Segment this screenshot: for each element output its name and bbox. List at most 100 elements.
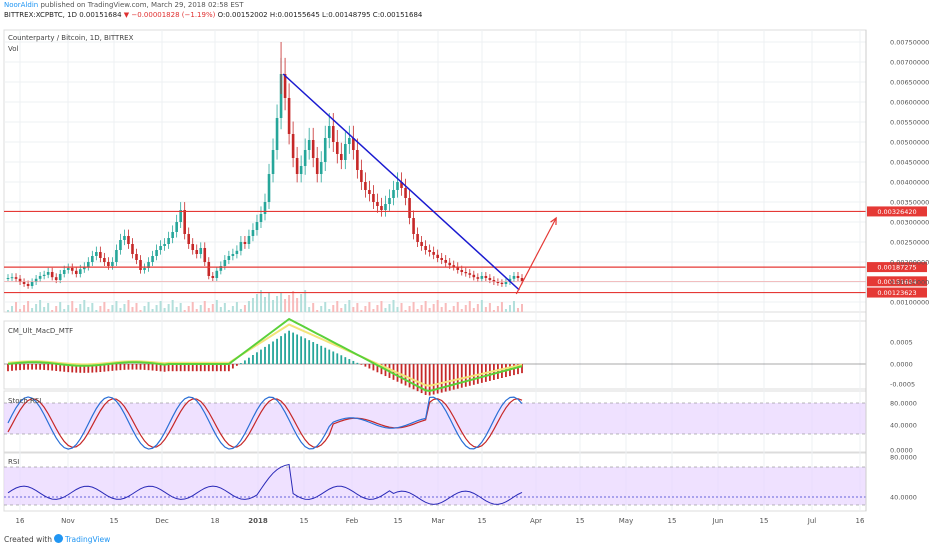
price-label: 0.00151684 bbox=[877, 278, 916, 286]
volume-bar bbox=[500, 302, 503, 312]
candle-body bbox=[484, 276, 488, 278]
macd-tick-label: 0.0000 bbox=[890, 361, 913, 369]
macd-hist-bar bbox=[203, 364, 206, 372]
candle-body bbox=[135, 254, 138, 260]
candle-body bbox=[10, 277, 14, 279]
macd-hist-bar bbox=[107, 364, 110, 372]
volume-bar bbox=[167, 304, 170, 312]
candle-body bbox=[171, 232, 174, 238]
macd-hist-bar bbox=[147, 364, 150, 371]
arrow-shaft bbox=[515, 217, 557, 295]
macd-hist-bar bbox=[199, 364, 202, 372]
macd-hist-bar bbox=[344, 357, 347, 364]
volume-bar bbox=[400, 303, 403, 312]
macd-hist-bar bbox=[280, 336, 282, 364]
macd-hist-bar bbox=[416, 364, 419, 392]
macd-hist-bar bbox=[424, 364, 427, 395]
volume-bar bbox=[67, 305, 70, 312]
volume-bar bbox=[23, 305, 26, 312]
macd-hist-bar bbox=[115, 364, 118, 371]
candles bbox=[6, 42, 524, 289]
volume-bar bbox=[107, 309, 110, 312]
macd-hist-bar bbox=[332, 351, 335, 364]
candle-body bbox=[476, 277, 480, 279]
last-price: 0.00151684 bbox=[79, 11, 122, 19]
volume-bar bbox=[436, 300, 439, 312]
candle-body bbox=[191, 244, 195, 250]
macd-hist-bar bbox=[513, 364, 515, 376]
volume-bar bbox=[187, 306, 190, 312]
x-tick-label: 16 bbox=[856, 517, 865, 525]
macd-hist-bar bbox=[27, 364, 29, 370]
volume-bar bbox=[239, 309, 242, 312]
x-tick-label: Mar bbox=[431, 517, 444, 525]
macd-hist-bar bbox=[497, 364, 499, 379]
candle-body bbox=[504, 282, 508, 284]
macd-hist-bar bbox=[123, 364, 126, 370]
macd-hist-bar bbox=[436, 364, 439, 394]
macd-hist-bar bbox=[256, 352, 258, 364]
candle-body bbox=[62, 270, 66, 274]
x-tick-label: Dec bbox=[155, 517, 169, 525]
volume-bar bbox=[79, 304, 82, 312]
volume-bar bbox=[255, 294, 258, 312]
candle-body bbox=[384, 204, 387, 210]
macd-hist-bar bbox=[517, 364, 519, 375]
volume-bar bbox=[424, 301, 427, 312]
macd-hist-bar bbox=[167, 364, 170, 372]
macd-hist-bar bbox=[111, 364, 114, 371]
volume-bar bbox=[488, 303, 491, 312]
volume-bar bbox=[516, 308, 519, 312]
macd-hist-bar bbox=[312, 342, 315, 364]
trendline bbox=[282, 73, 520, 291]
x-tick-label: 15 bbox=[668, 517, 677, 525]
candle-body bbox=[396, 182, 399, 190]
volume-bar bbox=[456, 302, 459, 312]
candle-body bbox=[259, 214, 263, 222]
volume-bar bbox=[348, 300, 351, 312]
volume-bar bbox=[412, 302, 415, 312]
candle-body bbox=[283, 74, 287, 98]
rsi-title: RSI bbox=[8, 458, 19, 466]
volume-bar bbox=[440, 307, 443, 312]
change-value: ▼ −0.00001828 (−1.19%) bbox=[123, 11, 216, 19]
candle-body bbox=[488, 278, 492, 280]
candle-body bbox=[352, 138, 355, 150]
author-link[interactable]: NoorAldin bbox=[4, 1, 39, 9]
candle-body bbox=[287, 98, 291, 134]
macd-hist-bar bbox=[248, 357, 250, 364]
volume-bar bbox=[227, 310, 230, 312]
macd-hist-bar bbox=[91, 364, 94, 373]
candle-body bbox=[460, 270, 464, 272]
tradingview-link[interactable]: TradingView bbox=[64, 535, 111, 544]
y-tick-label: 0.00200000 bbox=[890, 259, 929, 267]
volume-bars bbox=[7, 290, 523, 312]
macd-hist-bar bbox=[179, 364, 182, 372]
candle-body bbox=[50, 272, 54, 278]
volume-bar bbox=[35, 304, 38, 312]
x-tick-label: 15 bbox=[478, 517, 487, 525]
volume-bar bbox=[352, 307, 355, 312]
price-label: 0.00187275 bbox=[877, 264, 916, 272]
volume-bar bbox=[147, 302, 150, 312]
volume-bar bbox=[344, 304, 347, 312]
macd-hist-bar bbox=[472, 364, 475, 385]
macd-hist-bar bbox=[356, 362, 359, 364]
volume-bar bbox=[151, 309, 154, 312]
volume-bar bbox=[392, 300, 395, 312]
candle-body bbox=[456, 266, 460, 270]
candle-body bbox=[155, 250, 158, 256]
volume-bar bbox=[416, 309, 419, 312]
candle-body bbox=[440, 258, 443, 260]
candle-body bbox=[275, 118, 279, 150]
macd-hist-bar bbox=[63, 364, 66, 372]
volume-bar bbox=[420, 305, 423, 312]
publish-line: NoorAldin published on TradingView.com, … bbox=[4, 1, 243, 10]
volume-bar bbox=[460, 309, 463, 312]
macd-hist-bar bbox=[231, 364, 234, 369]
volume-bar bbox=[364, 306, 367, 312]
macd-hist-bar bbox=[304, 338, 307, 364]
candle-body bbox=[303, 150, 307, 166]
x-tick-label: 15 bbox=[760, 517, 769, 525]
macd-hist-bar bbox=[428, 364, 431, 396]
